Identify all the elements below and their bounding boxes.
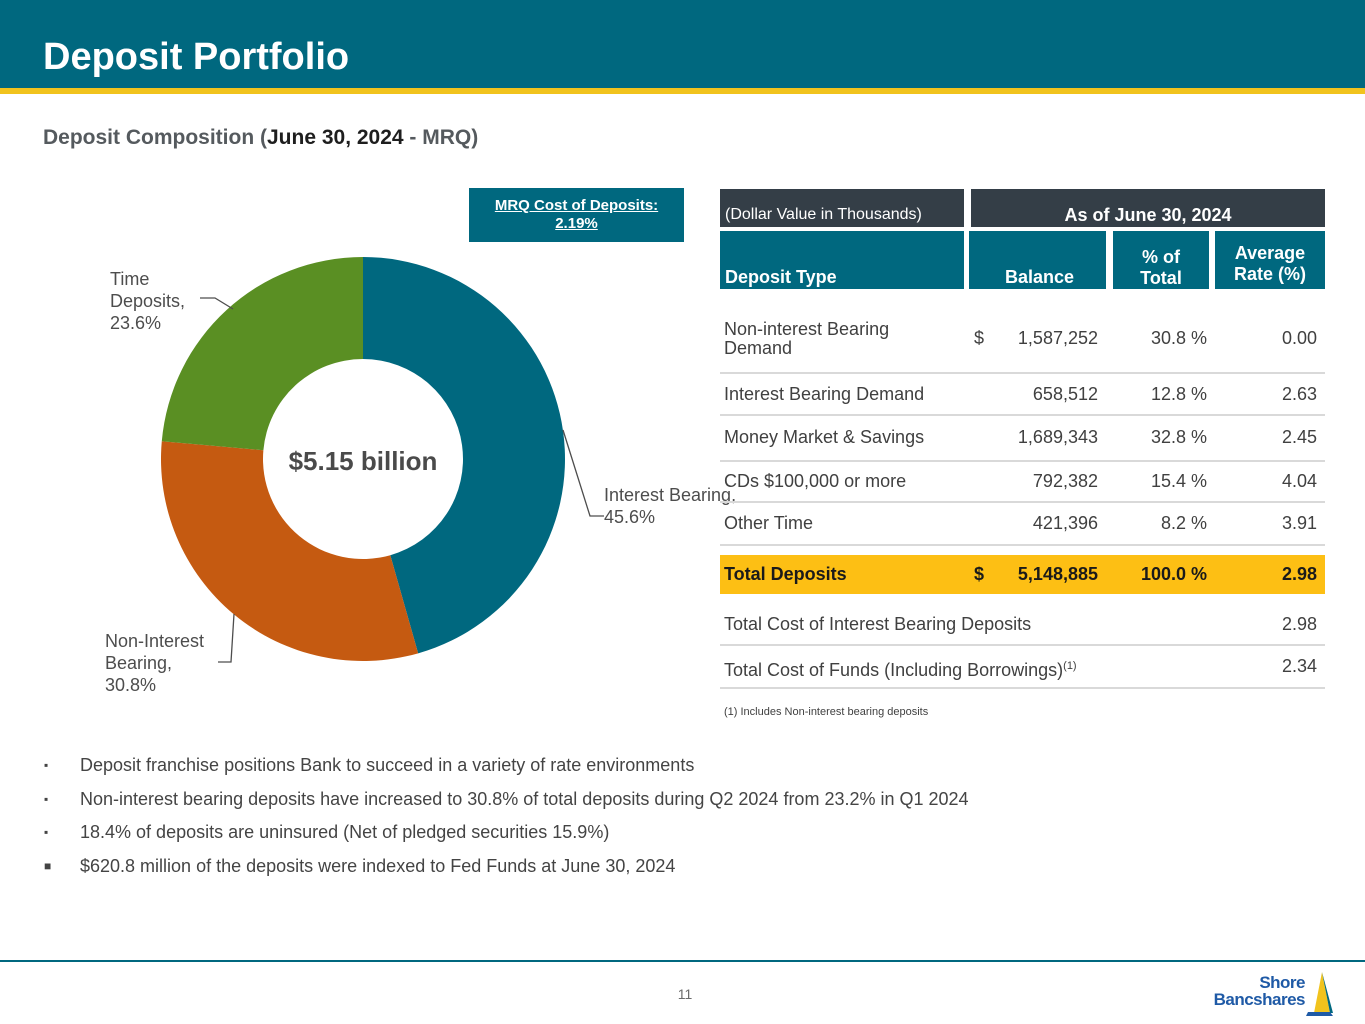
subtitle-prefix: Deposit Composition (	[43, 126, 267, 149]
sailboat-icon	[1306, 972, 1333, 1016]
cost-of-deposits-badge: MRQ Cost of Deposits: 2.19%	[469, 188, 684, 242]
slice-label-name: Time Deposits,	[110, 269, 186, 311]
title-bar: Deposit Portfolio	[0, 0, 1365, 88]
row-type: Non-interest Bearing Demand	[724, 320, 889, 358]
table-row: CDs $100,000 or more 792,382 15.4 % 4.04	[720, 462, 1325, 503]
row-balance: 1,587,252	[1017, 328, 1098, 348]
row-type: Money Market & Savings	[724, 427, 925, 447]
logo-line2: Bancshares	[1213, 990, 1306, 1009]
total-type: Total Deposits	[724, 564, 847, 584]
row-pct: 8.2 %	[1160, 513, 1207, 533]
bullet-marker: ■	[44, 858, 52, 873]
slice-label-pct: 23.6%	[110, 313, 162, 333]
cost-row-label: Total Cost of Interest Bearing Deposits	[724, 614, 1032, 634]
pct-header-line1: % of	[1142, 247, 1180, 267]
cost-badge-line1: MRQ Cost of Deposits:	[494, 197, 659, 214]
table-row: Other Time 421,396 8.2 % 3.91	[720, 503, 1325, 546]
cost-row: Total Cost of Interest Bearing Deposits …	[720, 603, 1325, 646]
row-type-line2: Demand	[724, 338, 793, 358]
bullet-text: Non-interest bearing deposits have incre…	[80, 788, 969, 809]
section-subtitle: Deposit Composition (June 30, 2024 - MRQ…	[43, 126, 478, 150]
rate-header-line2: Rate (%)	[1233, 264, 1306, 284]
row-balance: 658,512	[1032, 384, 1098, 404]
company-logo: Shore Bancshares	[1214, 970, 1333, 1018]
row-rate: 2.63	[1281, 384, 1317, 404]
rate-header-line1: Average	[1234, 243, 1306, 263]
bullet-marker: ▪	[44, 758, 49, 772]
slice-label-non-interest-bearing: Non-Interest Bearing, 30.8%	[105, 630, 225, 696]
row-rate: 0.00	[1281, 328, 1317, 348]
donut-slice-time-deposits	[161, 257, 363, 451]
subtitle-suffix: - MRQ)	[403, 126, 479, 149]
bullet-text: 18.4% of deposits are uninsured (Net of …	[80, 822, 610, 842]
cost-row-rate: 2.34	[1281, 656, 1317, 676]
logo-line1: Shore	[1259, 973, 1305, 992]
deposit-donut-chart: $5.15 billion	[161, 257, 604, 663]
row-rate: 2.45	[1281, 427, 1317, 447]
subtitle-date: June 30, 2024	[267, 126, 404, 149]
row-balance: 421,396	[1032, 513, 1098, 533]
slice-label-time-deposits: Time Deposits, 23.6%	[110, 268, 205, 334]
pct-header-line2: Total	[1140, 268, 1182, 288]
cost-badge-line2: 2.19%	[555, 215, 598, 232]
donut-slice-interest-bearing	[363, 257, 565, 654]
row-pct: 12.8 %	[1150, 384, 1207, 404]
title-accent-stripe	[0, 88, 1365, 94]
column-header-pct-total: % of Total	[1113, 231, 1209, 289]
column-header-average-rate: Average Rate (%)	[1215, 231, 1325, 289]
cost-row-label-text: Total Cost of Funds (Including Borrowing…	[724, 660, 1064, 680]
row-pct: 30.8 %	[1150, 328, 1207, 348]
slice-label-pct: 30.8%	[105, 675, 157, 695]
table-unit-note: (Dollar Value in Thousands)	[720, 189, 964, 227]
column-header-deposit-type: Deposit Type	[720, 231, 964, 289]
page-title: Deposit Portfolio	[43, 36, 350, 78]
total-deposits-row: Total Deposits $ 5,148,885 100.0 % 2.98	[720, 555, 1325, 594]
slice-label-name: Non-Interest Bearing,	[105, 631, 205, 673]
table-row: Non-interest Bearing Demand $ 1,587,252 …	[720, 314, 1325, 374]
column-header-balance: Balance	[969, 231, 1106, 289]
total-pct: 100.0 %	[1140, 564, 1207, 584]
cost-row-label: Total Cost of Funds (Including Borrowing…	[724, 657, 1077, 680]
bullet-text: Deposit franchise positions Bank to succ…	[80, 755, 695, 775]
row-balance: 1,689,343	[1017, 427, 1098, 447]
row-type-line1: Non-interest Bearing	[724, 319, 890, 339]
slice-label-interest-bearing: Interest Bearing, 45.6%	[604, 484, 736, 528]
row-type: Other Time	[724, 513, 814, 533]
donut-slices	[161, 257, 565, 661]
table-footnote: (1) Includes Non-interest bearing deposi…	[724, 706, 929, 718]
slice-label-pct: 45.6%	[604, 507, 656, 527]
donut-center-label: $5.15 billion	[289, 446, 438, 476]
leader-lines	[200, 297, 604, 663]
row-balance: 792,382	[1032, 471, 1098, 491]
table-period-header: As of June 30, 2024	[971, 189, 1325, 227]
bullet-text: $620.8 million of the deposits were inde…	[80, 855, 676, 876]
cost-row-rate: 2.98	[1281, 614, 1317, 634]
row-rate: 4.04	[1281, 471, 1317, 491]
table-row: Interest Bearing Demand 658,512 12.8 % 2…	[720, 374, 1325, 416]
row-pct: 32.8 %	[1150, 427, 1207, 447]
row-type: CDs $100,000 or more	[724, 471, 907, 491]
donut-slice-non-interest-bearing	[161, 441, 419, 661]
row-type: Interest Bearing Demand	[724, 384, 925, 404]
total-balance: 5,148,885	[1017, 564, 1098, 584]
total-currency: $	[974, 564, 985, 584]
leader-line-non-interest-bearing	[218, 613, 235, 663]
row-currency: $	[974, 328, 985, 348]
bullet-marker: ▪	[44, 791, 49, 806]
footer-divider	[0, 960, 1365, 962]
slice-label-name: Interest Bearing,	[604, 485, 737, 505]
leader-line-interest-bearing	[562, 429, 604, 517]
leader-line-time-deposits	[200, 297, 234, 310]
bullet-marker: ▪	[44, 825, 49, 839]
page-number: 11	[677, 986, 693, 1002]
cost-row: Total Cost of Funds (Including Borrowing…	[720, 646, 1325, 689]
table-row: Money Market & Savings 1,689,343 32.8 % …	[720, 416, 1325, 462]
footnote-marker: (1)	[1063, 660, 1077, 672]
total-rate: 2.98	[1281, 564, 1317, 584]
row-pct: 15.4 %	[1150, 471, 1207, 491]
row-rate: 3.91	[1281, 513, 1317, 533]
